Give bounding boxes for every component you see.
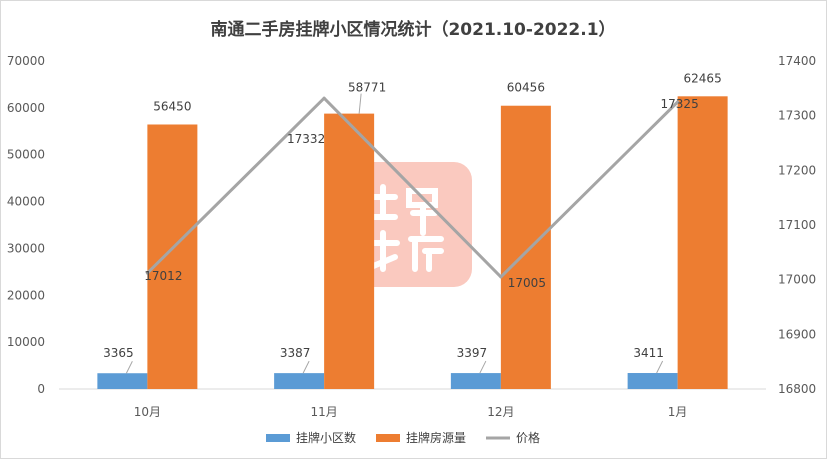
bar-0 — [97, 373, 148, 389]
x-tick-label: 10月 — [134, 405, 161, 419]
y-left-tick-label: 20000 — [7, 288, 45, 302]
data-label-listings: 3365 — [103, 346, 134, 360]
leader-line — [479, 360, 487, 374]
data-label-volume: 62465 — [684, 71, 722, 85]
leader-line — [656, 360, 664, 374]
y-left-tick-label: 10000 — [7, 335, 45, 349]
price-point — [676, 100, 680, 104]
bar-1 — [147, 124, 198, 390]
bar-0 — [274, 373, 325, 389]
data-label-volume: 58771 — [348, 81, 386, 95]
leader-line — [358, 93, 362, 114]
y-right-tick-label: 17400 — [778, 54, 816, 68]
x-tick-label: 1月 — [668, 405, 688, 419]
y-left-tick-label: 60000 — [7, 101, 45, 115]
legend-label: 价格 — [516, 430, 540, 445]
data-labels-layer: 3365 3387 3397 3411 56450 58771 60456 62465 1701… — [103, 71, 722, 374]
bar-1 — [324, 113, 375, 390]
y-left-tick-label: 30000 — [7, 241, 45, 255]
bar-0 — [627, 373, 678, 389]
y-right-tick-label: 16900 — [778, 327, 816, 341]
leader-line — [125, 361, 133, 374]
legend-swatch — [376, 434, 400, 442]
line-layer — [145, 96, 680, 279]
watermark-logo — [350, 162, 472, 287]
data-label-volume: 60456 — [507, 81, 545, 95]
y-right-tick-label: 17200 — [778, 163, 816, 177]
data-label-volume: 56450 — [153, 99, 191, 113]
legend-label: 挂牌房源量 — [406, 430, 466, 445]
price-point — [322, 96, 326, 100]
y-left-tick-label: 50000 — [7, 148, 45, 162]
data-label-price: 17005 — [508, 276, 546, 290]
bar-0 — [450, 373, 501, 389]
bar-1 — [500, 105, 551, 389]
leader-line — [302, 360, 310, 374]
price-point — [145, 271, 149, 275]
data-label-listings: 3397 — [457, 346, 488, 360]
axes-layer: 0 10000 20000 30000 40000 50000 60000 70000 1680… — [7, 54, 816, 419]
y-right-tick-label: 17000 — [778, 273, 816, 287]
bars-layer — [97, 96, 728, 390]
data-label-price: 17012 — [144, 269, 182, 283]
x-tick-label: 12月 — [487, 405, 514, 419]
data-label-listings: 3411 — [633, 346, 664, 360]
x-tick-label: 11月 — [310, 405, 337, 419]
data-label-listings: 3387 — [280, 346, 311, 360]
y-right-tick-label: 17100 — [778, 218, 816, 232]
data-label-price: 17332 — [287, 132, 325, 146]
legend: 挂牌小区数 挂牌房源量 价格 — [266, 430, 540, 445]
legend-swatch — [266, 434, 290, 442]
data-label-price: 17325 — [661, 97, 699, 111]
y-left-tick-label: 70000 — [7, 54, 45, 68]
y-right-tick-label: 17300 — [778, 109, 816, 123]
price-point — [499, 275, 503, 279]
y-left-tick-label: 0 — [37, 382, 45, 396]
chart-title: 南通二手房挂牌小区情况统计（2021.10-2022.1） — [210, 19, 615, 40]
price-line — [146, 96, 679, 279]
legend-label: 挂牌小区数 — [296, 430, 356, 445]
y-left-tick-label: 40000 — [7, 195, 45, 209]
bar-1 — [677, 96, 728, 389]
y-right-tick-label: 16800 — [778, 382, 816, 396]
